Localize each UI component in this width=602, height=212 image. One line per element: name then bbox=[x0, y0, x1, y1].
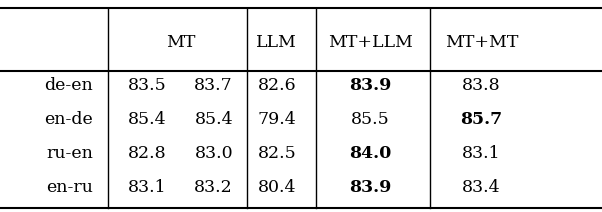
Text: 83.8: 83.8 bbox=[462, 77, 501, 94]
Text: 85.4: 85.4 bbox=[194, 111, 233, 128]
Text: 83.4: 83.4 bbox=[462, 179, 501, 196]
Text: 85.7: 85.7 bbox=[461, 111, 503, 128]
Text: en-de: en-de bbox=[45, 111, 93, 128]
Text: 83.5: 83.5 bbox=[128, 77, 167, 94]
Text: en-ru: en-ru bbox=[46, 179, 93, 196]
Text: 85.4: 85.4 bbox=[128, 111, 167, 128]
Text: 82.5: 82.5 bbox=[258, 145, 296, 162]
Text: 83.1: 83.1 bbox=[462, 145, 501, 162]
Text: de-en: de-en bbox=[45, 77, 93, 94]
Text: 83.7: 83.7 bbox=[194, 77, 233, 94]
Text: 85.5: 85.5 bbox=[351, 111, 389, 128]
Text: 83.0: 83.0 bbox=[194, 145, 233, 162]
Text: LLM: LLM bbox=[256, 34, 297, 51]
Text: MT+LLM: MT+LLM bbox=[328, 34, 412, 51]
Text: 83.2: 83.2 bbox=[194, 179, 233, 196]
Text: 84.0: 84.0 bbox=[349, 145, 391, 162]
Text: MT+MT: MT+MT bbox=[445, 34, 518, 51]
Text: 83.1: 83.1 bbox=[128, 179, 167, 196]
Text: 83.9: 83.9 bbox=[349, 179, 391, 196]
Text: MT: MT bbox=[166, 34, 195, 51]
Text: 80.4: 80.4 bbox=[258, 179, 296, 196]
Text: 79.4: 79.4 bbox=[258, 111, 296, 128]
Text: ru-en: ru-en bbox=[46, 145, 93, 162]
Text: 82.6: 82.6 bbox=[258, 77, 296, 94]
Text: 83.9: 83.9 bbox=[349, 77, 391, 94]
Text: 82.8: 82.8 bbox=[128, 145, 167, 162]
